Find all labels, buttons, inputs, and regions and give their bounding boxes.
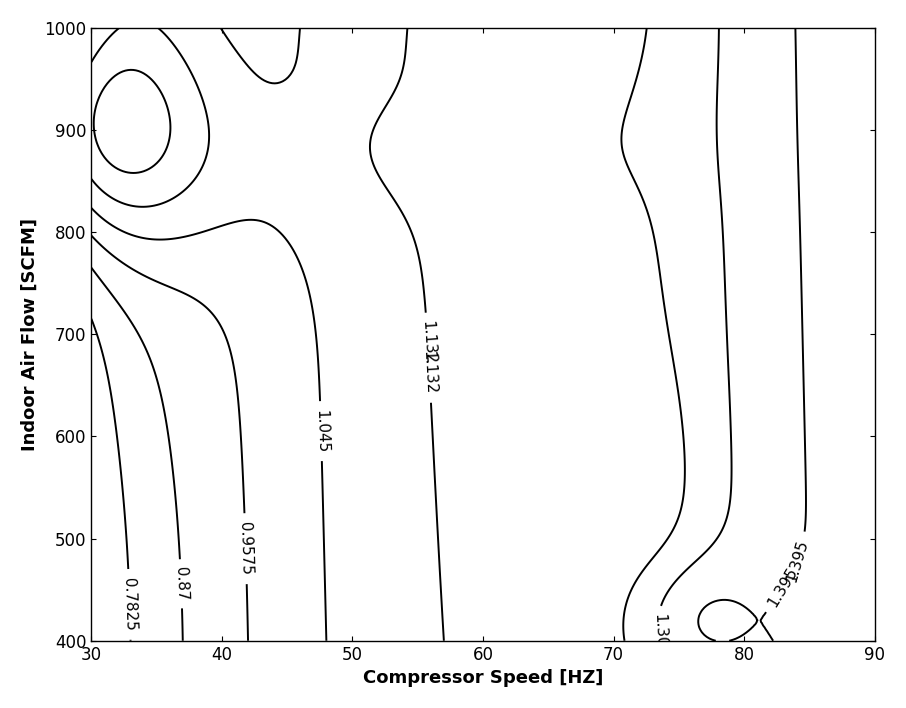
Text: 1.307: 1.307 bbox=[651, 613, 668, 658]
Text: 1.045: 1.045 bbox=[313, 409, 329, 453]
Text: 0.7825: 0.7825 bbox=[121, 578, 138, 631]
Text: 1.132: 1.132 bbox=[419, 321, 437, 365]
Text: 0.87: 0.87 bbox=[173, 566, 189, 601]
X-axis label: Compressor Speed [HZ]: Compressor Speed [HZ] bbox=[362, 669, 603, 687]
Text: 1.132: 1.132 bbox=[420, 350, 439, 395]
Y-axis label: Indoor Air Flow [SCFM]: Indoor Air Flow [SCFM] bbox=[21, 218, 39, 451]
Text: 1.395: 1.395 bbox=[765, 564, 801, 610]
Text: 0.9575: 0.9575 bbox=[237, 522, 254, 576]
Text: 1.395: 1.395 bbox=[784, 537, 810, 583]
